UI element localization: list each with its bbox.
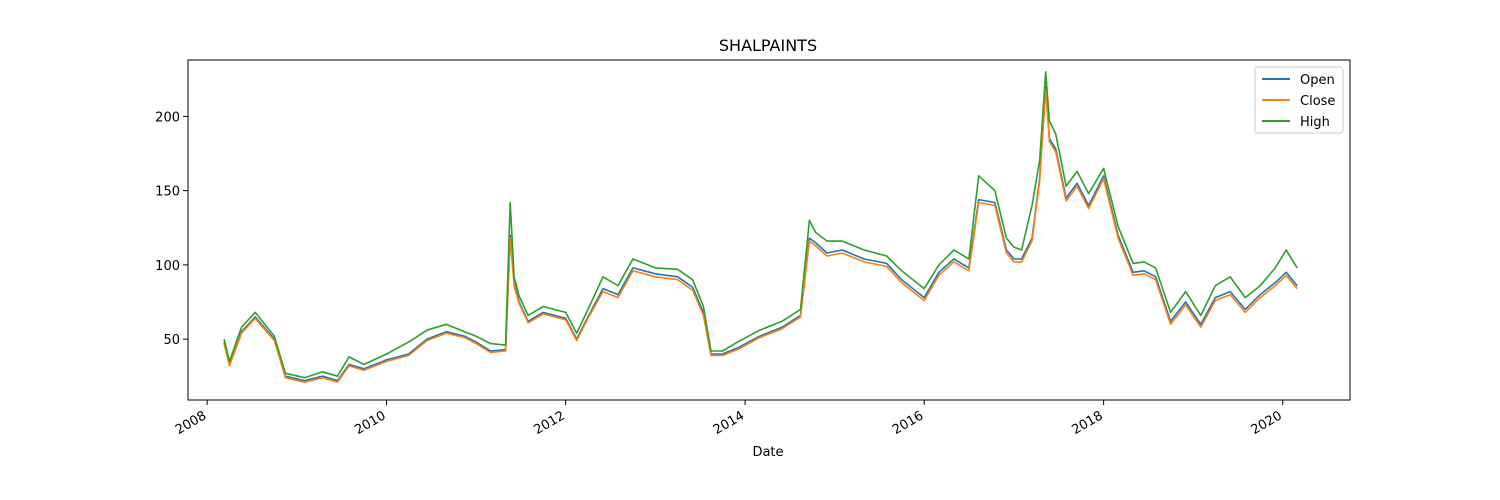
series-line-high xyxy=(223,71,1298,379)
series-layer xyxy=(223,71,1298,384)
series-line-close xyxy=(223,88,1298,384)
y-tick-label-150: 150 xyxy=(155,185,180,200)
legend-label-high: High xyxy=(1300,115,1330,130)
chart-title: SHALPAINTS xyxy=(719,36,817,55)
legend: Open Close High xyxy=(1254,66,1344,134)
legend-label-close: Close xyxy=(1300,94,1335,109)
y-tick-label-100: 100 xyxy=(155,259,180,274)
y-tick-label-200: 200 xyxy=(155,110,180,125)
legend-label-open: Open xyxy=(1300,73,1335,88)
x-axis-label: Date xyxy=(752,445,783,460)
legend-box xyxy=(1254,66,1344,134)
y-axis: 50 100 150 200 xyxy=(155,110,188,348)
y-tick-label-50: 50 xyxy=(163,333,180,348)
plot-frame xyxy=(187,59,1351,401)
